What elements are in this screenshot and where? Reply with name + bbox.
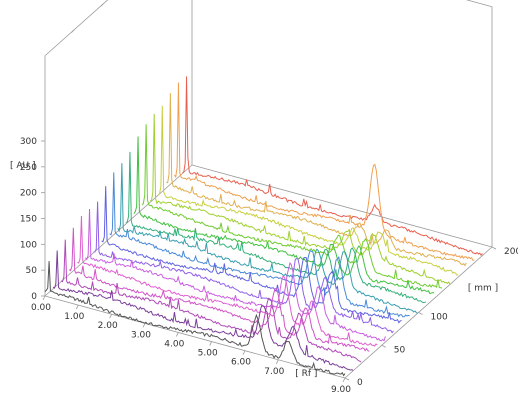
rf-axis-title: [ Rf ] <box>295 369 317 379</box>
rf-tick-label: 0.00 <box>31 303 51 313</box>
series-trace <box>166 93 467 267</box>
series-trace <box>133 136 434 295</box>
rf-tick-label: 2.00 <box>98 321 118 331</box>
top-left-edge-line <box>44 0 109 57</box>
au-tick-label: 250 <box>20 163 37 173</box>
series-trace <box>173 82 475 261</box>
mm-tick-label: 50 <box>394 345 406 355</box>
series-trace <box>68 227 370 352</box>
rf-tick-label: 1.00 <box>64 312 84 322</box>
rf-tick-mark <box>142 323 146 328</box>
rf-tick-mark <box>175 332 179 337</box>
top-back-edge-line <box>465 0 493 8</box>
au-tick-label: 0 <box>31 292 37 302</box>
rf-tick-mark <box>275 359 279 364</box>
series-trace <box>85 209 386 342</box>
series-trace <box>101 186 402 324</box>
top-edge-tick <box>100 3 105 7</box>
series-trace <box>77 215 378 347</box>
rf-tick-mark <box>342 377 346 383</box>
series-trace <box>150 113 451 285</box>
series-trace <box>125 151 427 304</box>
series-trace <box>182 76 483 256</box>
au-tick-label: 150 <box>20 215 37 225</box>
rf-tick-label: 5.00 <box>198 349 218 359</box>
mm-tick-label: 200 <box>504 247 518 257</box>
mm-tick-label: 100 <box>431 313 448 323</box>
top-edge-tick <box>71 29 75 33</box>
series-trace <box>93 201 394 334</box>
series-trace <box>44 261 346 377</box>
rf-tick-label: 6.00 <box>231 358 251 368</box>
rf-tick-label: 9.00 <box>331 385 351 395</box>
series-trace <box>109 172 410 318</box>
mm-tick-mark <box>418 312 423 315</box>
au-tick-label: 50 <box>26 266 38 276</box>
rf-tick-mark <box>242 350 246 355</box>
series-trace <box>157 105 459 276</box>
au-axis-title: [ AU ] <box>10 161 36 171</box>
mm-tick-label: 0 <box>357 378 363 388</box>
rf-tick-mark <box>209 341 213 346</box>
rf-tick-label: 4.00 <box>164 339 184 349</box>
mm-tick-mark <box>344 377 350 381</box>
rf-tick-mark <box>109 314 113 319</box>
rf-tick-mark <box>42 295 46 301</box>
rf-tick-mark <box>75 304 79 310</box>
back-floor-line <box>191 164 493 248</box>
mm-axis-title: [ mm ] <box>468 283 498 293</box>
rf-axis-line <box>44 295 346 379</box>
rf-tick-label: 7.00 <box>264 367 284 377</box>
series-trace <box>141 124 443 289</box>
au-tick-label: 200 <box>20 189 37 199</box>
au-tick-label: 300 <box>20 137 37 147</box>
rf-tick-label: 3.00 <box>131 330 151 340</box>
series-trace <box>117 163 418 314</box>
mm-tick-mark <box>491 246 497 250</box>
series-trace <box>52 250 354 371</box>
au-tick-label: 100 <box>20 240 37 250</box>
mm-tick-mark <box>381 344 386 348</box>
